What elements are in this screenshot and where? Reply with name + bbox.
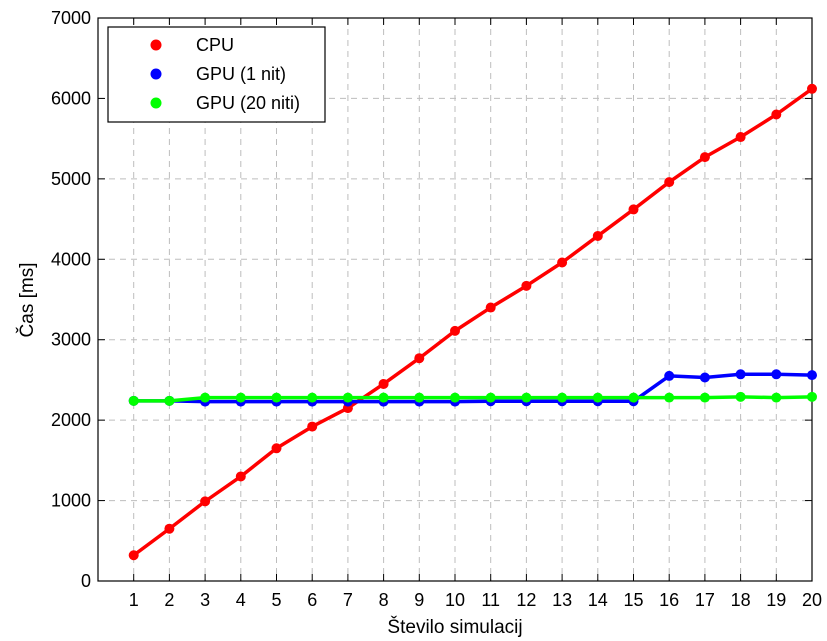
legend-label-gpu-1-nit: GPU (1 nit) [196, 64, 286, 84]
x-tick-label: 20 [802, 590, 822, 610]
data-point-gpu-20-niti [342, 392, 353, 403]
data-point-gpu-20-niti [450, 392, 460, 403]
axis-ticks: 1 2 3 4 5 6 7 8 9 10 11 12 13 14 15 16 17 18 19 20010002000… [51, 8, 822, 610]
x-tick-label: 19 [766, 590, 786, 610]
legend-marker-cpu [150, 39, 162, 51]
y-tick-label: 6000 [51, 88, 91, 108]
data-point-gpu-20-niti [557, 392, 568, 403]
series-line-cpu [132, 87, 814, 557]
data-point-cpu [307, 421, 318, 432]
data-point-cpu [450, 325, 460, 336]
x-tick-label: 16 [659, 590, 679, 610]
x-tick-label: 15 [623, 590, 643, 610]
data-point-gpu-1-nit [699, 372, 710, 383]
x-tick-label: 13 [552, 590, 572, 610]
x-tick-label: 8 [379, 590, 389, 610]
x-tick-label: 18 [731, 590, 751, 610]
x-tick-label: 4 [236, 590, 246, 610]
data-point-gpu-20-niti [307, 392, 318, 403]
data-point-gpu-20-niti [271, 392, 282, 403]
data-point-cpu [664, 177, 675, 188]
data-point-gpu-20-niti [771, 392, 782, 403]
data-point-cpu [378, 378, 389, 389]
x-tick-label: 17 [695, 590, 715, 610]
y-tick-label: 3000 [51, 330, 91, 350]
legend-marker-gpu-1-nit [150, 68, 162, 80]
x-tick-label: 12 [516, 590, 536, 610]
series-line-gpu-20-niti [133, 395, 813, 403]
data-point-gpu-20-niti [164, 395, 175, 406]
x-tick-label: 2 [164, 590, 174, 610]
y-tick-label: 4000 [51, 249, 91, 269]
x-tick-label: 1 [129, 590, 139, 610]
y-tick-label: 0 [81, 571, 91, 591]
data-point-cpu [485, 302, 496, 313]
data-point-cpu [628, 204, 639, 215]
x-axis-title: Število simulacij [387, 616, 522, 638]
y-tick-label: 1000 [51, 491, 91, 511]
data-point-gpu-20-niti [128, 395, 139, 406]
data-point-cpu [521, 280, 532, 291]
data-point-cpu [807, 83, 817, 94]
data-point-gpu-1-nit [807, 370, 817, 381]
data-point-cpu [164, 523, 175, 534]
y-tick-label: 2000 [51, 410, 91, 430]
data-point-gpu-20-niti [521, 392, 532, 403]
legend-label-cpu: CPU [196, 35, 234, 55]
data-point-cpu [271, 443, 282, 454]
series-group [128, 83, 817, 561]
legend-box [107, 26, 326, 123]
data-point-cpu [557, 257, 568, 268]
data-point-gpu-1-nit [771, 369, 782, 380]
data-point-gpu-20-niti [664, 392, 675, 403]
data-point-gpu-1-nit [735, 369, 746, 380]
y-axis-title: Čas [ms] [16, 263, 38, 338]
data-point-cpu [699, 152, 710, 163]
x-tick-label: 14 [588, 590, 608, 610]
data-point-gpu-20-niti [200, 392, 211, 403]
data-point-gpu-20-niti [485, 392, 496, 403]
x-tick-label: 7 [343, 590, 353, 610]
x-tick-label: 5 [271, 590, 281, 610]
y-tick-label: 5000 [51, 169, 91, 189]
data-point-cpu [200, 496, 211, 507]
legend: CPU GPU (1 nit) GPU (20 niti) [107, 26, 326, 123]
data-point-gpu-20-niti [699, 392, 710, 403]
x-tick-label: 9 [414, 590, 424, 610]
x-tick-label: 10 [445, 590, 465, 610]
legend-label-gpu-20-niti: GPU (20 niti) [196, 93, 300, 113]
series-line-gpu-1-nit [133, 372, 813, 404]
data-point-cpu [735, 132, 746, 143]
data-point-cpu [128, 550, 139, 561]
legend-marker-gpu-20-niti [150, 97, 162, 109]
data-point-gpu-20-niti [378, 392, 389, 403]
data-point-cpu [414, 353, 425, 364]
data-point-gpu-20-niti [235, 392, 246, 403]
data-point-cpu [771, 109, 782, 120]
data-point-gpu-20-niti [628, 392, 639, 403]
data-point-cpu [592, 230, 603, 241]
x-tick-label: 6 [307, 590, 317, 610]
data-point-gpu-20-niti [735, 391, 746, 402]
data-point-gpu-20-niti [414, 392, 425, 403]
x-tick-label: 3 [200, 590, 210, 610]
data-point-gpu-1-nit [664, 370, 675, 381]
y-tick-label: 7000 [51, 8, 91, 28]
data-point-gpu-20-niti [592, 392, 603, 403]
data-point-gpu-20-niti [807, 391, 817, 402]
data-point-cpu [235, 471, 246, 482]
x-tick-label: 11 [481, 590, 500, 610]
